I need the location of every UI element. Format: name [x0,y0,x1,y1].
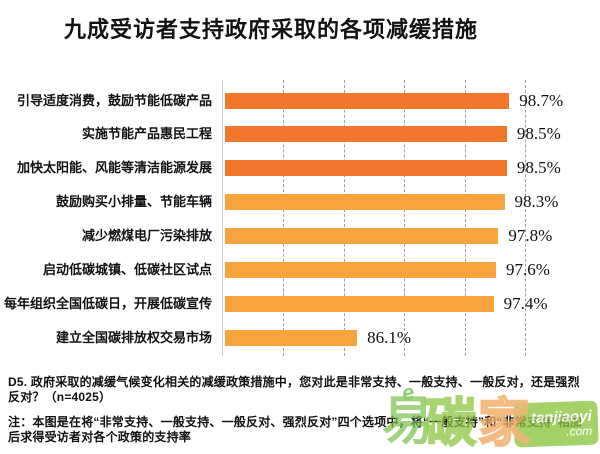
category-label: 减少燃煤电厂污染排放 [81,227,212,243]
bar [225,194,505,211]
chart-title: 九成受访者支持政府采取的各项减缓措施 [64,17,479,42]
chart-row: 加快太阳能、风能等清洁能源发展 98.5% [0,151,600,185]
bar-value-label: 98.5% [516,158,561,178]
bar [225,261,496,278]
gridline-80 [283,80,285,356]
bar [225,227,499,244]
methodology-note-text: 注：本图是在将“非常支持、一般支持、一般反对、强烈反对”四个选项中，将“一般支持… [8,415,583,444]
bar-value-label: 98.7% [519,90,564,110]
bar-value-label: 97.6% [506,259,550,279]
bar [225,126,507,143]
category-label: 建立全国碳排放权交易市场 [55,329,212,345]
watermark-char-yi: 易 [382,393,435,451]
tanjiaoyi-watermark-logo: e 易 碳 家 tanjiaoyi .com [376,379,599,453]
bar [225,329,358,346]
chart-row: 启动低碳城镇、低碳社区试点 97.6% [0,253,600,287]
category-label: 实施节能产品惠民工程 [81,126,212,142]
bar [225,295,494,312]
survey-question-text: D5. 政府采取的减缓气候变化相关的减缓政策措施中，您对此是非常支持、一般支持、… [8,375,580,404]
chart-row: 鼓励购买小排量、节能车辆 98.3% [0,185,600,219]
bar [225,160,507,177]
category-label: 每年组织全国低碳日，开展低碳宣传 [3,295,212,311]
gridline-95 [464,80,466,356]
watermark-badge-tld: .com [566,423,593,439]
category-label: 引导适度消费，鼓励节能低碳产品 [16,92,212,108]
bar [225,92,510,109]
chart-row: 每年组织全国低碳日，开展低碳宣传 97.4% [0,287,600,321]
watermark-char-tan: 碳 [423,395,477,453]
gridline-85 [343,80,345,356]
gridline-90 [404,80,406,356]
watermark-char-jia: 家 [477,395,531,453]
bar-value-label: 97.8% [508,225,553,245]
y-axis-line [222,80,223,356]
bar-value-label: 98.5% [516,124,561,144]
category-label: 加快太阳能、风能等清洁能源发展 [16,160,212,176]
bar-value-label: 86.1% [367,327,412,347]
bar-value-label: 97.4% [503,293,548,313]
chart-row: 减少燃煤电厂污染排放 97.8% [0,219,600,253]
bar-value-label: 98.3% [514,192,559,212]
category-label: 启动低碳城镇、低碳社区试点 [42,261,212,277]
chart-row: 引导适度消费，鼓励节能低碳产品 98.7% [0,84,600,118]
chart-row: 实施节能产品惠民工程 98.5% [0,117,600,151]
gridline-100 [525,80,526,356]
chart-row: 建立全国碳排放权交易市场 86.1% [0,321,600,355]
category-label: 鼓励购买小排量、节能车辆 [55,194,212,210]
